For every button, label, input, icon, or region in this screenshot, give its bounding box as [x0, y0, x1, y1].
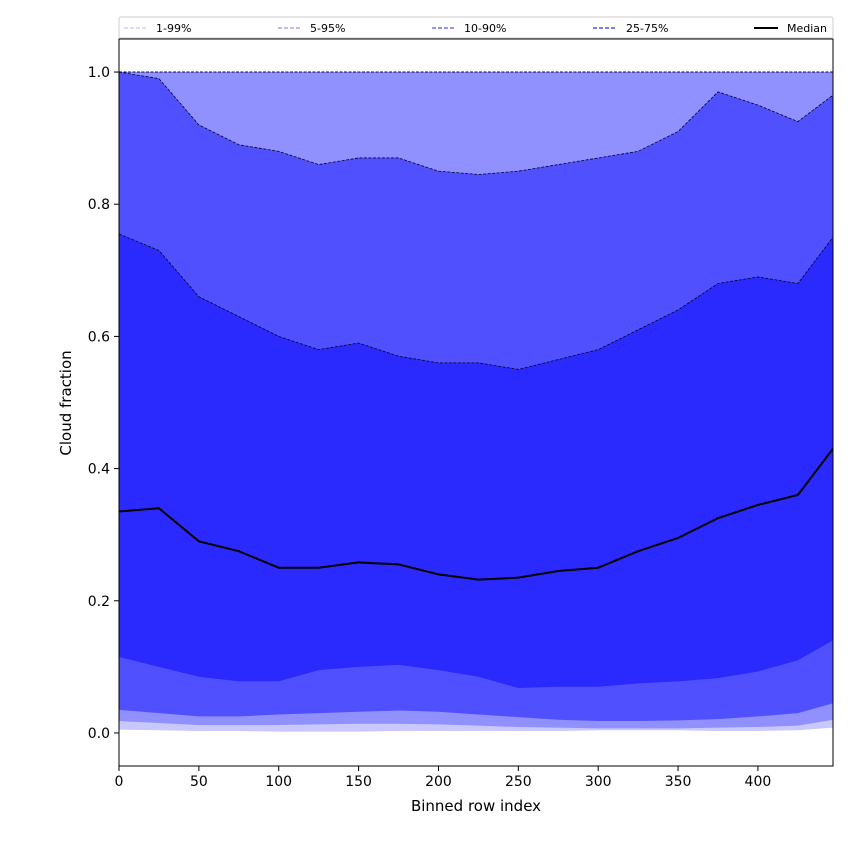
y-tick-label: 0.4: [88, 462, 110, 478]
y-axis-ticks: 0.0 0.2 0.4 0.6 0.8 1.0: [88, 65, 119, 742]
legend: 1-99% 5-95% 10-90% 25-75% Median: [118, 16, 834, 39]
plot-area: [119, 71, 833, 732]
y-tick-label: 0.8: [88, 197, 110, 213]
x-tick-label: 100: [265, 774, 292, 790]
band-edge-25-75%: [119, 233, 833, 370]
y-axis-label: Cloud fraction: [57, 350, 75, 455]
x-axis-label: Binned row index: [411, 797, 541, 815]
y-tick-label: 1.0: [88, 65, 110, 81]
band-25-75%: [119, 233, 833, 689]
x-axis-ticks: 0 50 100 150 200 250 300 350 400: [115, 766, 772, 790]
x-tick-label: 0: [115, 774, 124, 790]
legend-label: 5-95%: [310, 22, 345, 35]
x-tick-label: 150: [345, 774, 372, 790]
legend-box: [118, 16, 834, 39]
y-tick-label: 0.6: [88, 329, 110, 345]
legend-label: 1-99%: [156, 22, 191, 35]
x-tick-label: 400: [745, 774, 772, 790]
x-tick-label: 350: [665, 774, 692, 790]
y-tick-label: 0.0: [88, 726, 110, 742]
plot-frame: [118, 38, 834, 767]
legend-label: Median: [787, 22, 827, 35]
axes: [118, 38, 834, 767]
band-edge-10-90%: [119, 71, 833, 175]
y-tick-label: 0.2: [88, 594, 110, 610]
legend-label: 10-90%: [464, 22, 506, 35]
series-line-median: [119, 448, 833, 581]
x-tick-label: 250: [505, 774, 532, 790]
x-tick-label: 300: [585, 774, 612, 790]
x-tick-label: 200: [425, 774, 452, 790]
legend-label: 25-75%: [626, 22, 668, 35]
x-tick-label: 50: [190, 774, 208, 790]
